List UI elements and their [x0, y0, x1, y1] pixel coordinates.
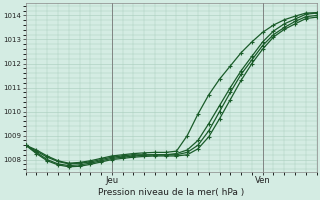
X-axis label: Pression niveau de la mer( hPa ): Pression niveau de la mer( hPa ): [98, 188, 244, 197]
